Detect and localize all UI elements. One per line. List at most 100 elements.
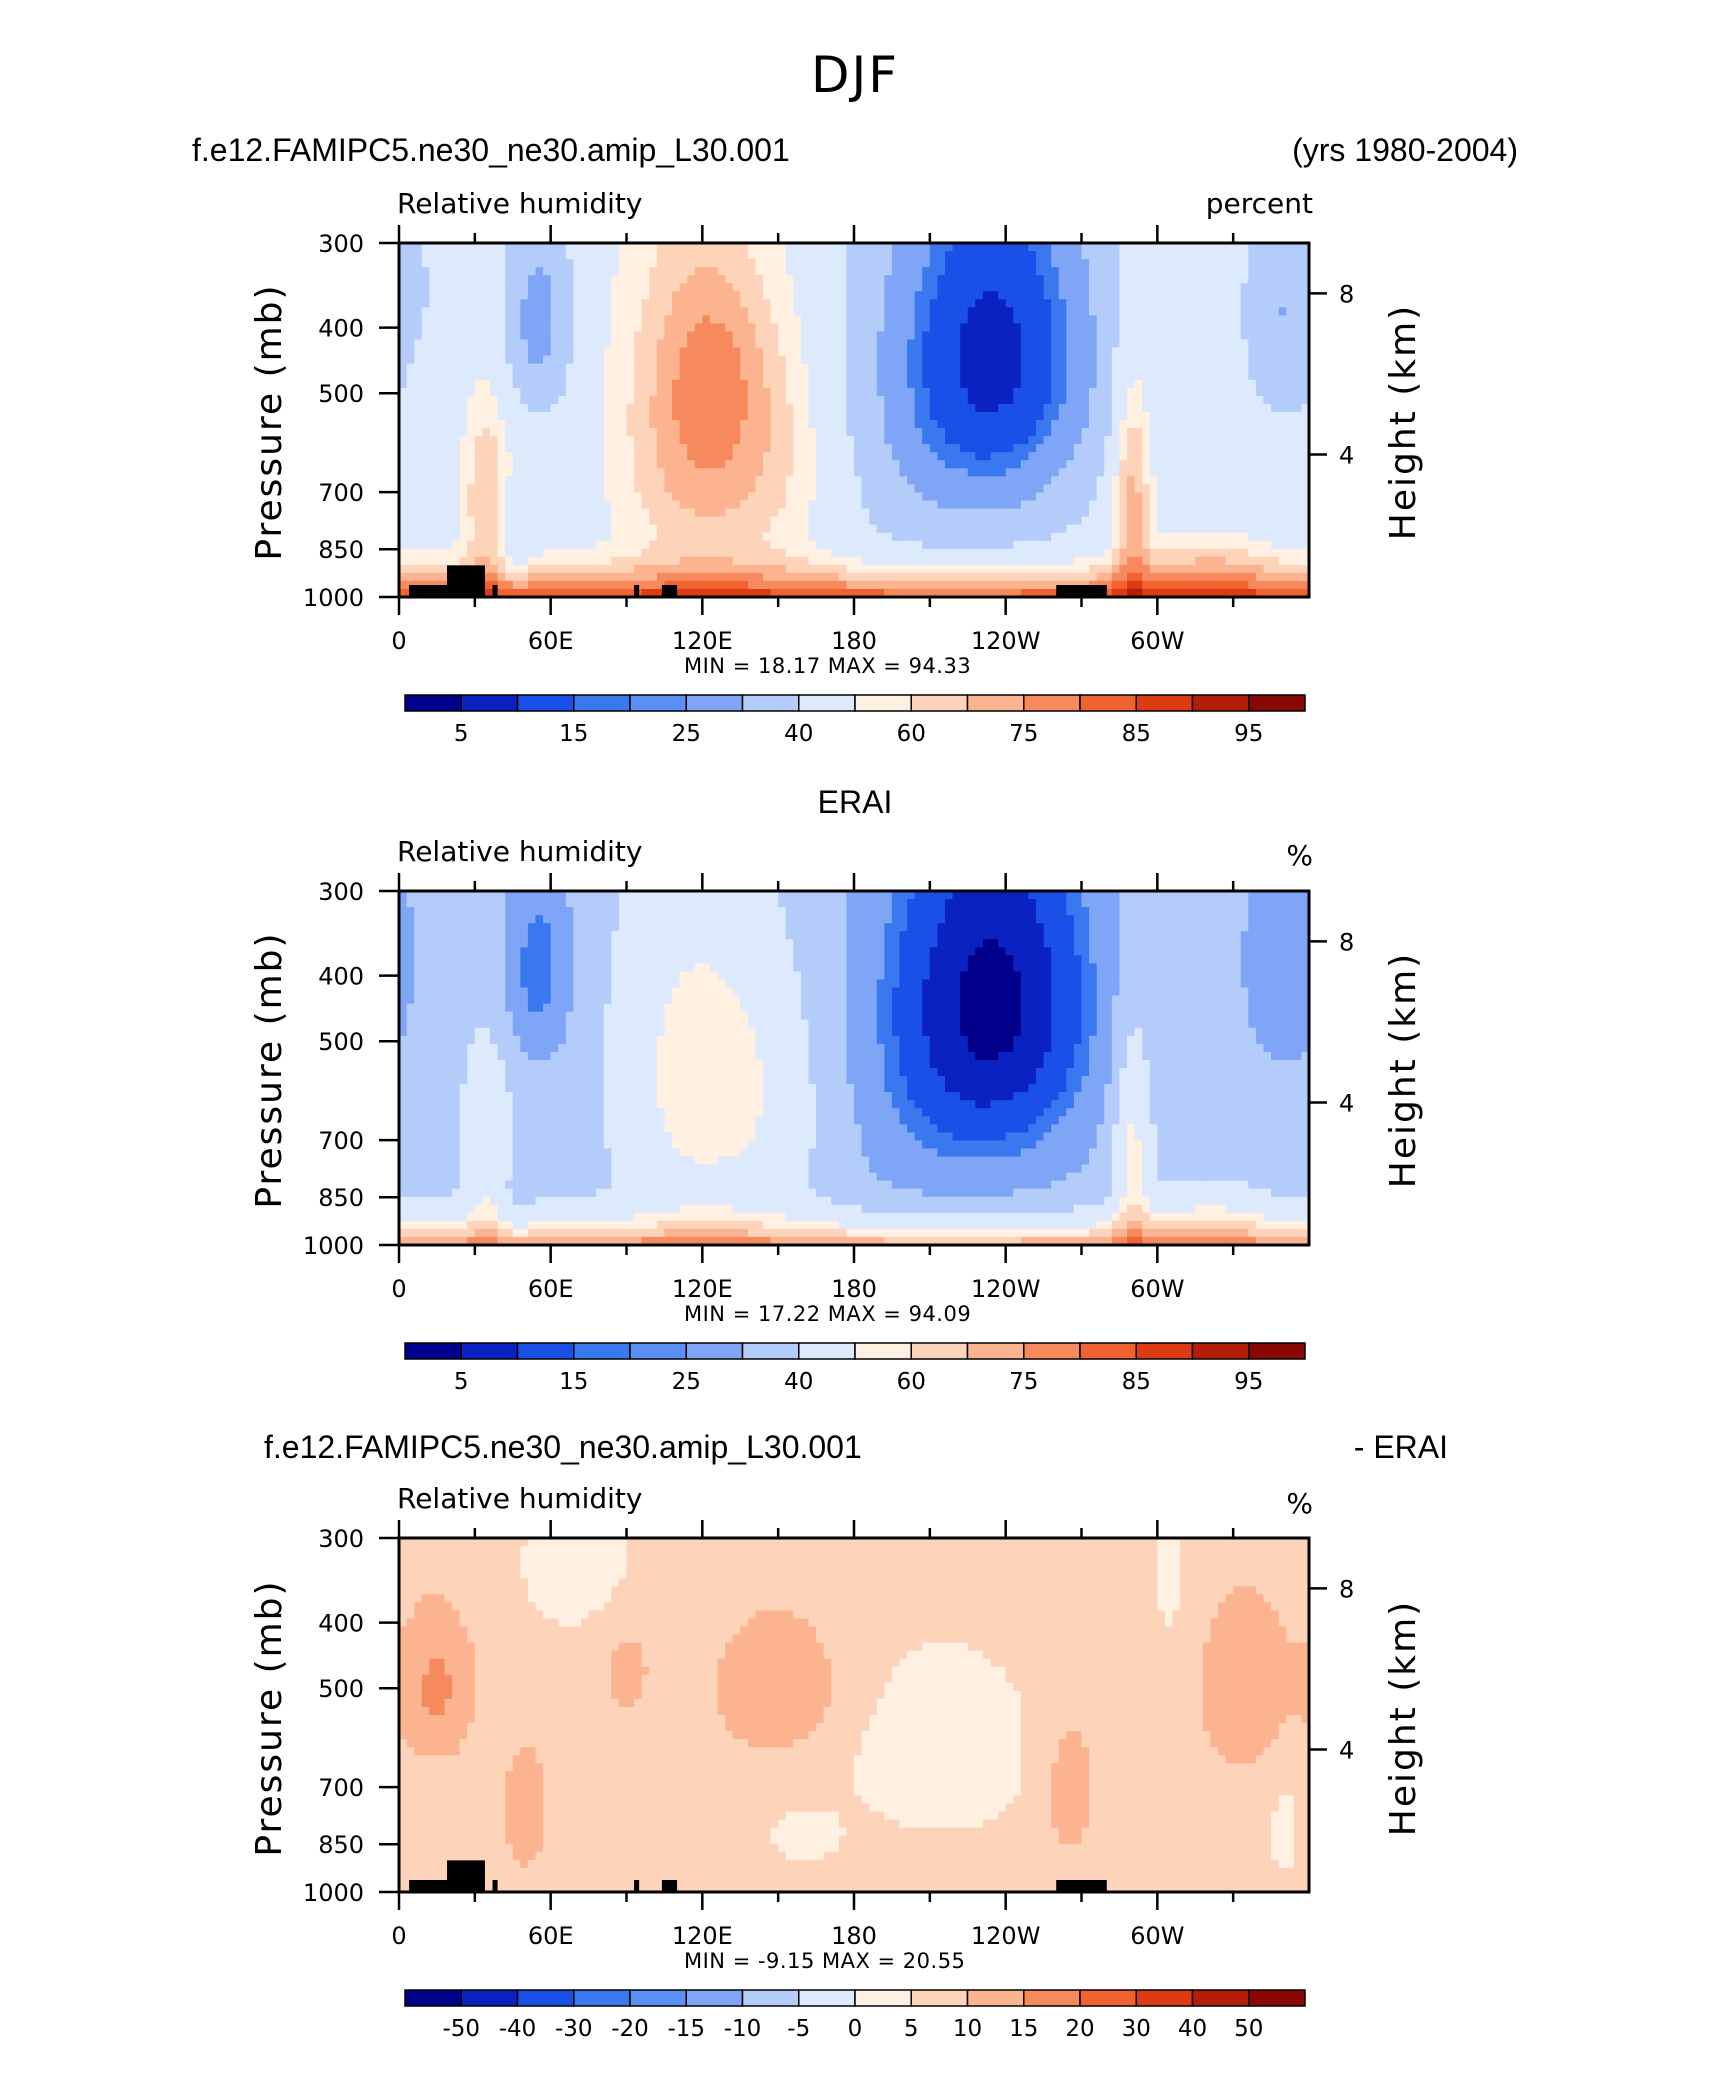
field-cell (1127, 283, 1136, 292)
field-cell (975, 508, 984, 518)
field-cell (1104, 420, 1113, 429)
field-cell (1164, 307, 1174, 317)
field-cell (1058, 444, 1067, 453)
field-cell (922, 436, 931, 445)
field-cell (550, 395, 559, 405)
field-cell (1096, 363, 1105, 373)
field-cell (687, 468, 696, 477)
field-cell (603, 315, 612, 325)
field-cell (770, 572, 779, 582)
field-cell (618, 299, 628, 308)
field-cell (1180, 275, 1189, 284)
field-cell (1005, 267, 1014, 276)
field-cell (512, 540, 521, 550)
field-cell (687, 516, 696, 526)
field-cell (1180, 452, 1189, 461)
field-cell (626, 484, 635, 494)
field-cell (1248, 516, 1257, 526)
field-cell (497, 259, 506, 268)
field-cell (1051, 283, 1060, 292)
field-cell (990, 315, 999, 325)
field-cell (467, 291, 476, 300)
field-cell (998, 500, 1007, 510)
field-cell (1255, 395, 1265, 405)
field-cell (869, 468, 878, 477)
field-cell (1149, 492, 1158, 502)
field-cell (512, 436, 521, 445)
field-cell (414, 492, 423, 502)
field-cell (1058, 420, 1067, 429)
field-cell (998, 452, 1007, 461)
field-cell (732, 259, 741, 268)
field-cell (634, 564, 643, 574)
field-cell (1073, 315, 1083, 325)
field-cell (1202, 444, 1212, 453)
field-cell (1051, 532, 1060, 542)
field-cell (581, 307, 590, 317)
field-cell (573, 403, 582, 413)
field-cell (452, 283, 461, 292)
field-cell (543, 444, 552, 453)
field-cell (816, 379, 825, 389)
field-cell (1263, 395, 1272, 405)
field-cell (429, 460, 438, 469)
field-cell (770, 363, 779, 373)
field-cell (474, 556, 484, 566)
field-cell (990, 532, 999, 542)
field-cell (406, 556, 415, 566)
field-cell (421, 500, 430, 510)
field-cell (823, 251, 832, 260)
field-cell (649, 275, 658, 284)
field-cell (975, 524, 984, 534)
field-cell (1263, 331, 1272, 341)
field-cell (603, 492, 612, 502)
field-cell (990, 339, 999, 349)
field-cell (444, 548, 453, 558)
field-cell (982, 355, 992, 365)
field-cell (838, 283, 848, 292)
field-cell (869, 516, 878, 526)
field-cell (702, 275, 711, 284)
field-cell (717, 387, 726, 397)
field-cell (884, 532, 893, 542)
field-cell (1089, 476, 1098, 485)
field-cell (1058, 379, 1067, 389)
field-cell (1271, 251, 1280, 260)
field-cell (740, 243, 749, 252)
field-cell (982, 315, 992, 325)
field-cell (1089, 283, 1098, 292)
field-cell (1187, 251, 1196, 260)
field-cell (755, 460, 764, 469)
field-cell (1058, 355, 1067, 365)
field-cell (1210, 299, 1219, 308)
field-cell (1195, 540, 1204, 550)
field-cell (945, 516, 954, 526)
field-cell (1187, 540, 1196, 550)
field-cell (603, 323, 612, 333)
field-cell (421, 540, 430, 550)
field-cell (725, 524, 734, 534)
field-cell (1278, 347, 1287, 357)
field-cell (1157, 492, 1166, 502)
field-cell (535, 492, 544, 502)
field-cell (838, 548, 848, 558)
field-cell (490, 355, 499, 365)
field-cell (907, 339, 916, 349)
field-cell (808, 411, 817, 421)
field-cell (1089, 468, 1098, 477)
field-cell (565, 267, 575, 276)
field-cell (1293, 428, 1303, 437)
field-cell (937, 532, 946, 542)
field-cell (596, 411, 605, 421)
field-cell (907, 403, 916, 413)
field-cell (565, 484, 575, 494)
field-cell (687, 532, 696, 542)
field-cell (922, 267, 931, 276)
field-cell (914, 403, 923, 413)
field-cell (740, 492, 749, 502)
field-cell (527, 283, 537, 292)
field-cell (1073, 283, 1083, 292)
field-cell (596, 572, 605, 582)
field-cell (793, 283, 802, 292)
field-cell (1020, 516, 1030, 526)
